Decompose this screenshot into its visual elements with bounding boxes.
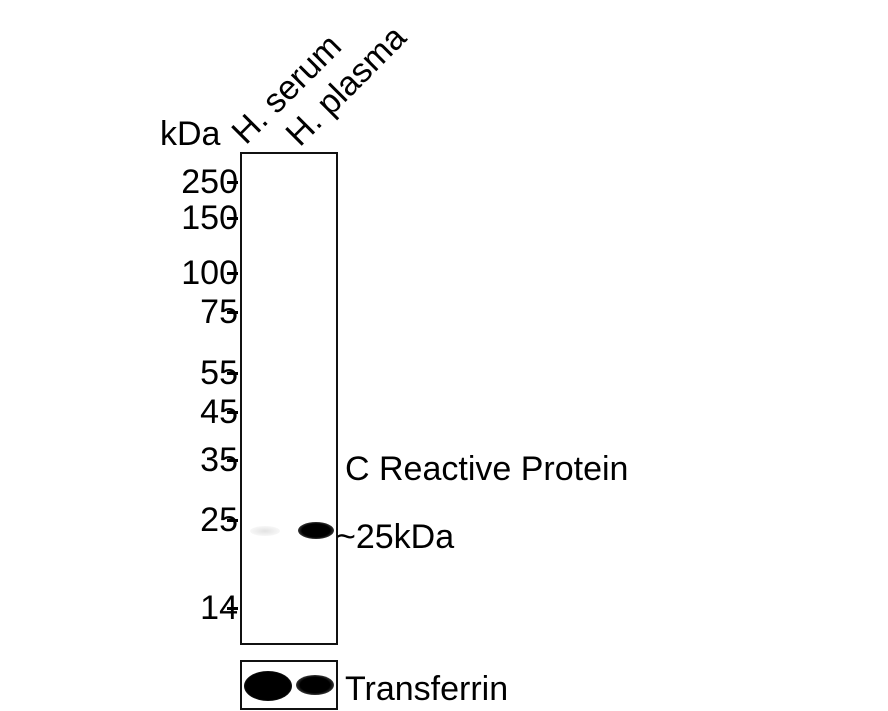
loading-control-blot-panel bbox=[240, 660, 338, 710]
target-protein-label: C Reactive Protein bbox=[345, 450, 629, 488]
main-blot-panel bbox=[240, 152, 338, 645]
band-serum-crp bbox=[250, 526, 280, 536]
marker-tick bbox=[227, 217, 238, 220]
marker-tick bbox=[227, 519, 238, 522]
band-plasma-crp bbox=[298, 522, 334, 539]
marker-tick bbox=[227, 181, 238, 184]
marker-tick bbox=[227, 607, 238, 610]
band-serum-transferrin bbox=[244, 671, 292, 701]
marker-tick bbox=[227, 311, 238, 314]
marker-tick bbox=[227, 459, 238, 462]
marker-tick bbox=[227, 411, 238, 414]
loading-control-label: Transferrin bbox=[345, 670, 509, 708]
band-plasma-transferrin bbox=[296, 675, 334, 695]
kda-unit-label: kDa bbox=[160, 115, 221, 153]
marker-tick bbox=[227, 372, 238, 375]
target-size-label: ~25kDa bbox=[336, 518, 455, 556]
marker-tick bbox=[227, 272, 238, 275]
